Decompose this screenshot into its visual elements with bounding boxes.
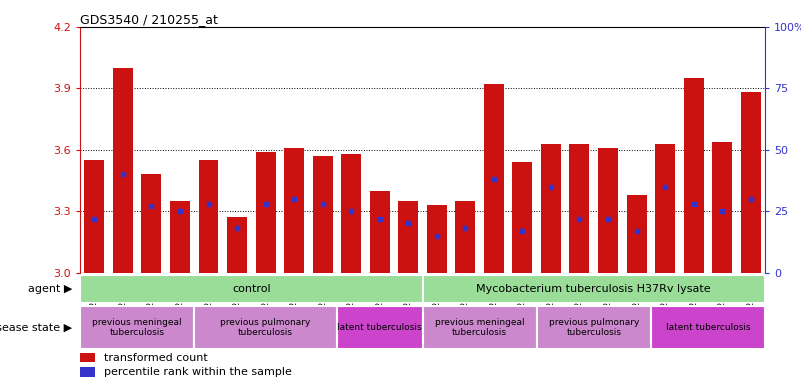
Point: [516, 228, 529, 234]
Text: previous meningeal
tuberculosis: previous meningeal tuberculosis: [92, 318, 182, 337]
Bar: [227, 217, 247, 273]
Bar: [84, 160, 104, 273]
Bar: [626, 195, 646, 273]
Point: [174, 208, 187, 214]
Bar: [537, 306, 650, 349]
Point: [402, 220, 415, 227]
Text: GDS3540 / 210255_at: GDS3540 / 210255_at: [80, 13, 218, 26]
Bar: [80, 353, 95, 362]
Point: [658, 184, 671, 190]
Point: [602, 215, 614, 222]
Bar: [195, 306, 337, 349]
Point: [716, 208, 729, 214]
Bar: [370, 191, 390, 273]
Bar: [598, 148, 618, 273]
Bar: [398, 201, 418, 273]
Text: agent ▶: agent ▶: [28, 284, 72, 294]
Bar: [712, 142, 732, 273]
Point: [316, 201, 329, 207]
Bar: [683, 78, 703, 273]
Bar: [484, 84, 504, 273]
Bar: [256, 152, 276, 273]
Bar: [741, 93, 761, 273]
Bar: [80, 367, 95, 377]
Bar: [341, 154, 361, 273]
Text: latent tuberculosis: latent tuberculosis: [666, 323, 751, 332]
Point: [344, 208, 357, 214]
Text: transformed count: transformed count: [104, 353, 207, 363]
Text: previous pulmonary
tuberculosis: previous pulmonary tuberculosis: [549, 318, 639, 337]
Text: control: control: [232, 284, 271, 294]
Point: [630, 228, 643, 234]
Bar: [650, 306, 765, 349]
Text: previous meningeal
tuberculosis: previous meningeal tuberculosis: [435, 318, 525, 337]
Point: [488, 176, 501, 182]
Bar: [337, 306, 423, 349]
Point: [116, 171, 129, 177]
Bar: [541, 144, 561, 273]
Bar: [284, 148, 304, 273]
Bar: [80, 275, 423, 303]
Point: [687, 201, 700, 207]
Point: [744, 196, 757, 202]
Point: [260, 201, 272, 207]
Bar: [113, 68, 133, 273]
Text: Mycobacterium tuberculosis H37Rv lysate: Mycobacterium tuberculosis H37Rv lysate: [477, 284, 711, 294]
Text: percentile rank within the sample: percentile rank within the sample: [104, 367, 292, 377]
Bar: [423, 306, 537, 349]
Point: [573, 215, 586, 222]
Bar: [455, 201, 475, 273]
Text: latent tuberculosis: latent tuberculosis: [337, 323, 422, 332]
Point: [288, 196, 300, 202]
Point: [459, 225, 472, 232]
Point: [145, 203, 158, 209]
Bar: [199, 160, 219, 273]
Bar: [423, 275, 765, 303]
Point: [231, 225, 244, 232]
Bar: [427, 205, 447, 273]
Bar: [142, 174, 162, 273]
Text: disease state ▶: disease state ▶: [0, 322, 72, 333]
Bar: [655, 144, 675, 273]
Point: [88, 215, 101, 222]
Point: [430, 233, 443, 239]
Bar: [570, 144, 590, 273]
Bar: [513, 162, 533, 273]
Bar: [80, 306, 195, 349]
Bar: [312, 156, 332, 273]
Text: previous pulmonary
tuberculosis: previous pulmonary tuberculosis: [220, 318, 311, 337]
Bar: [170, 201, 190, 273]
Point: [373, 215, 386, 222]
Point: [202, 201, 215, 207]
Point: [545, 184, 557, 190]
